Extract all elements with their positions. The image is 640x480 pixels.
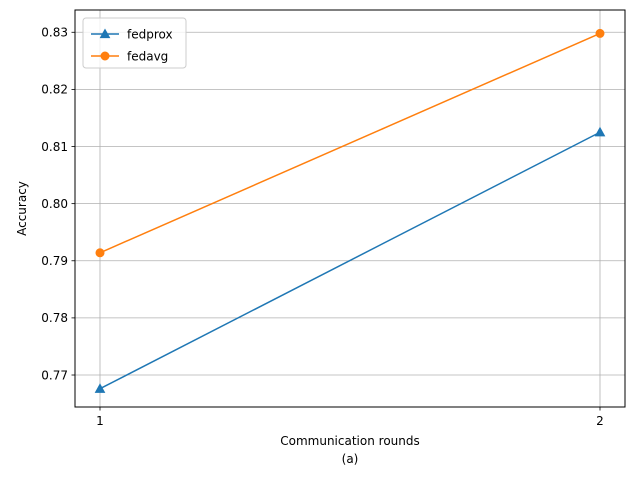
- series-line-fedprox: [99, 131, 601, 390]
- x-tick-label: 1: [96, 414, 104, 428]
- series-fedprox: [94, 126, 606, 393]
- data-point-fedprox: [594, 126, 606, 137]
- grid-layer: [75, 10, 625, 407]
- x-tick-label: 2: [596, 414, 604, 428]
- y-axis-label: Accuracy: [15, 181, 29, 236]
- legend-label: fedavg: [127, 49, 168, 63]
- y-tick-label: 0.80: [41, 197, 68, 211]
- legend: fedprox fedavg: [82, 17, 187, 69]
- y-tick-label: 0.83: [41, 26, 68, 40]
- y-tick-label: 0.78: [41, 311, 68, 325]
- data-point-fedavg: [595, 28, 605, 38]
- y-tick-label: 0.79: [41, 254, 68, 268]
- series-layer: [94, 28, 606, 393]
- legend-marker: [100, 51, 110, 61]
- y-tick-label: 0.77: [41, 368, 68, 382]
- tick-layer: 0.77 0.78 0.79 0.80 0.81 0.82 0.83 1 2: [41, 26, 604, 428]
- y-tick-label: 0.82: [41, 83, 68, 97]
- y-tick-label: 0.81: [41, 140, 68, 154]
- data-point-fedavg: [95, 248, 105, 258]
- series-fedavg: [95, 28, 605, 258]
- plot-frame: [74, 9, 626, 408]
- x-axis-label: Communication rounds: [280, 434, 420, 448]
- legend-item-fedavg: fedavg: [91, 49, 168, 63]
- data-point-fedprox: [94, 383, 106, 393]
- series-line-fedavg: [99, 32, 601, 254]
- legend-label: fedprox: [127, 27, 173, 41]
- legend-marker: [99, 28, 111, 39]
- x-subcaption: (a): [342, 452, 359, 466]
- legend-item-fedprox: fedprox: [91, 27, 173, 41]
